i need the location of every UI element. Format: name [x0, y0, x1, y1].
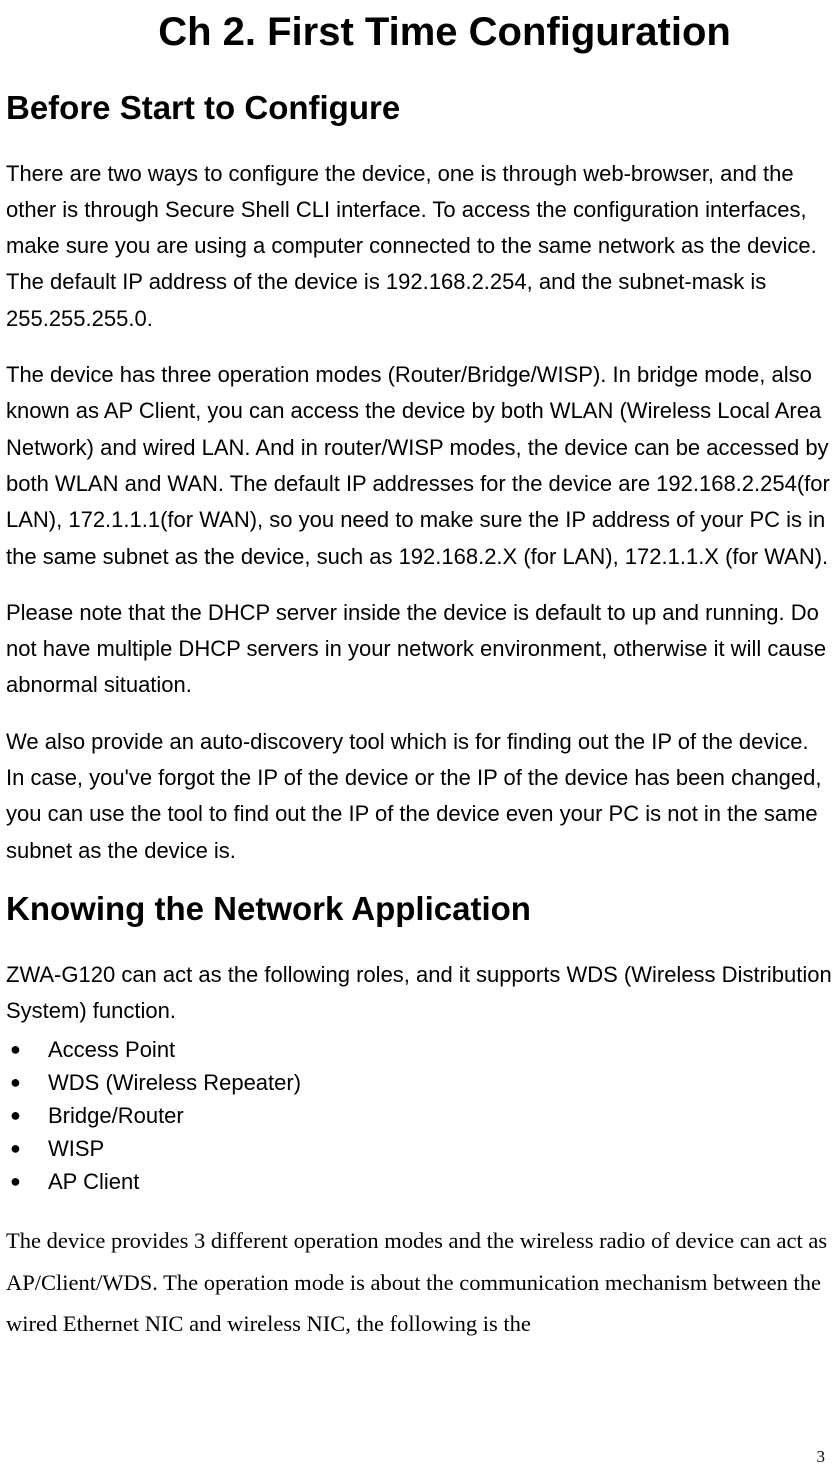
body-paragraph: The device provides 3 different operatio…	[6, 1220, 833, 1345]
section-heading-knowing: Knowing the Network Application	[6, 889, 833, 929]
body-paragraph: The device has three operation modes (Ro…	[6, 357, 833, 575]
page-number: 3	[817, 1447, 826, 1467]
body-paragraph: ZWA-G120 can act as the following roles,…	[6, 957, 833, 1030]
list-item: Bridge/Router	[10, 1099, 833, 1132]
section-heading-before: Before Start to Configure	[6, 88, 833, 128]
list-item: WISP	[10, 1132, 833, 1165]
body-paragraph: There are two ways to configure the devi…	[6, 156, 833, 337]
list-item: AP Client	[10, 1165, 833, 1198]
list-item: Access Point	[10, 1033, 833, 1066]
roles-bullet-list: Access Point WDS (Wireless Repeater) Bri…	[6, 1033, 833, 1198]
body-paragraph: We also provide an auto-discovery tool w…	[6, 724, 833, 869]
list-item: WDS (Wireless Repeater)	[10, 1066, 833, 1099]
body-paragraph: Please note that the DHCP server inside …	[6, 595, 833, 704]
chapter-title: Ch 2. First Time Configuration	[56, 8, 833, 56]
